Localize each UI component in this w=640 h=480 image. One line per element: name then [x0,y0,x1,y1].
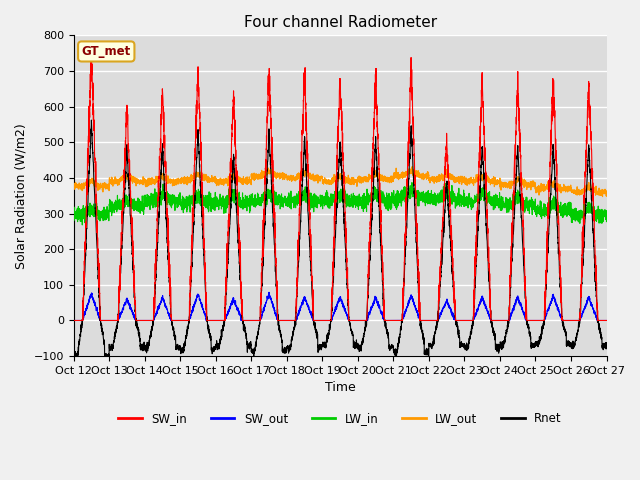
Y-axis label: Solar Radiation (W/m2): Solar Radiation (W/m2) [15,123,28,269]
X-axis label: Time: Time [324,382,355,395]
Text: GT_met: GT_met [82,45,131,58]
Title: Four channel Radiometer: Four channel Radiometer [243,15,436,30]
Legend: SW_in, SW_out, LW_in, LW_out, Rnet: SW_in, SW_out, LW_in, LW_out, Rnet [114,407,566,430]
